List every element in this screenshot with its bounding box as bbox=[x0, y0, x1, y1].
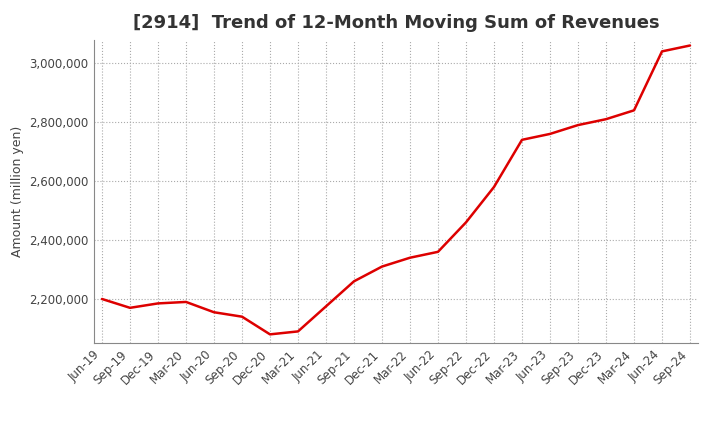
Title: [2914]  Trend of 12-Month Moving Sum of Revenues: [2914] Trend of 12-Month Moving Sum of R… bbox=[132, 15, 660, 33]
Y-axis label: Amount (million yen): Amount (million yen) bbox=[11, 126, 24, 257]
